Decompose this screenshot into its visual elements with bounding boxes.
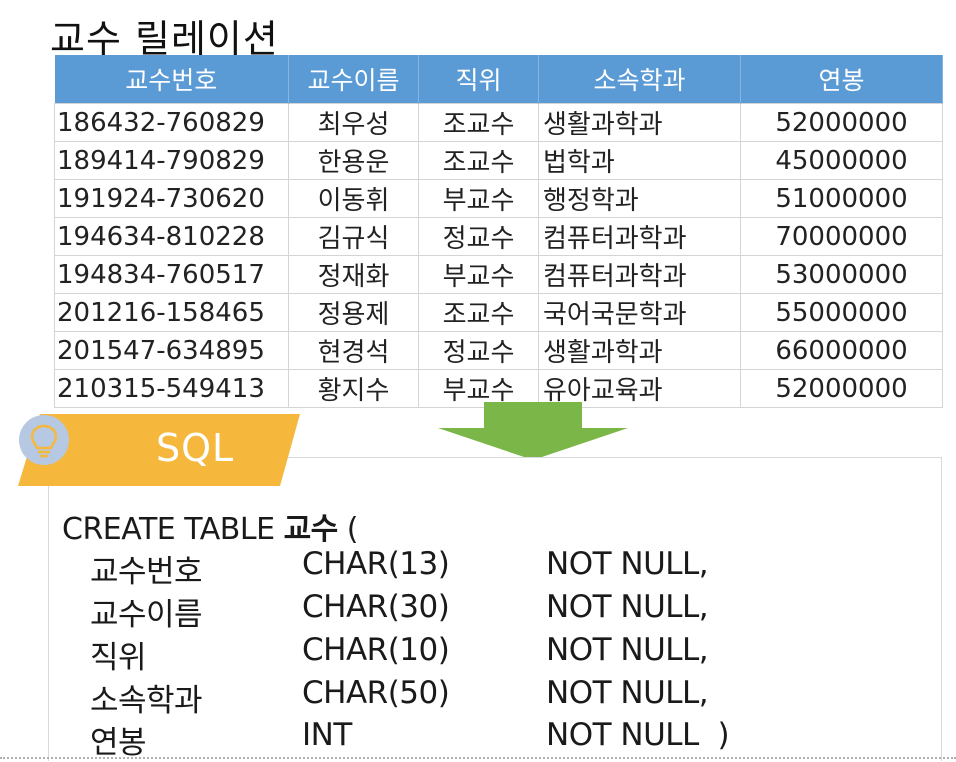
cell-professor-name: 최우성 [288, 103, 419, 142]
cell-professor-id: 201216-158465 [54, 293, 289, 332]
down-arrow-icon [438, 402, 628, 460]
column-header: 소속학과 [538, 55, 741, 104]
column-definition-constraint: NOT NULL ) [546, 717, 730, 753]
cell-salary: 51000000 [740, 179, 943, 218]
column-definition-type: INT [302, 717, 352, 753]
cell-department: 컴퓨터과학과 [538, 255, 741, 294]
cell-salary: 52000000 [740, 369, 943, 408]
table-row: 189414-790829 한용운 조교수 법학과 45000000 [54, 141, 943, 180]
cell-professor-name: 정재화 [288, 255, 419, 294]
column-definition-name: 직위 [90, 640, 147, 676]
cell-salary: 70000000 [740, 217, 943, 256]
column-header: 교수이름 [288, 55, 419, 104]
table-row: 191924-730620 이동휘 부교수 행정학과 51000000 [54, 179, 943, 218]
column-header: 교수번호 [54, 55, 289, 104]
bottom-divider [0, 757, 956, 759]
column-definition-constraint: NOT NULL, [546, 632, 709, 668]
column-definition-constraint: NOT NULL, [546, 675, 709, 711]
cell-salary: 52000000 [740, 103, 943, 142]
column-header: 직위 [418, 55, 539, 104]
table-row: 194634-810228 김규식 정교수 컴퓨터과학과 70000000 [54, 217, 943, 256]
cell-rank: 부교수 [418, 369, 539, 408]
column-definition-constraint: NOT NULL, [546, 589, 709, 625]
table-header-row: 교수번호 교수이름 직위 소속학과 연봉 [54, 55, 943, 104]
column-definition-name: 교수이름 [90, 597, 203, 633]
page-title: 교수 릴레이션 [50, 17, 279, 61]
cell-professor-name: 이동휘 [288, 179, 419, 218]
create-table-keyword: CREATE TABLE [62, 512, 284, 547]
cell-department: 유아교육과 [538, 369, 741, 408]
down-arrow-shape [438, 402, 628, 460]
open-paren: ( [337, 512, 359, 547]
cell-professor-id: 194634-810228 [54, 217, 289, 256]
column-definition-type: CHAR(30) [302, 589, 450, 625]
cell-professor-name: 현경석 [288, 331, 419, 370]
cell-rank: 부교수 [418, 255, 539, 294]
cell-rank: 부교수 [418, 179, 539, 218]
column-definition-type: CHAR(13) [302, 546, 450, 582]
cell-professor-name: 김규식 [288, 217, 419, 256]
sql-banner: SQL [18, 414, 300, 486]
column-definition-constraint: NOT NULL, [546, 546, 709, 582]
column-definition-name: 연봉 [90, 725, 147, 761]
table-name: 교수 [283, 512, 339, 547]
cell-professor-name: 황지수 [288, 369, 419, 408]
table-row: 201216-158465 정용제 조교수 국어국문학과 55000000 [54, 293, 943, 332]
cell-professor-id: 201547-634895 [54, 331, 289, 370]
sql-code-panel [48, 457, 942, 761]
cell-rank: 조교수 [418, 293, 539, 332]
cell-rank: 조교수 [418, 103, 539, 142]
cell-department: 법학과 [538, 141, 741, 180]
cell-department: 국어국문학과 [538, 293, 741, 332]
cell-salary: 55000000 [740, 293, 943, 332]
lightbulb-icon [19, 415, 69, 465]
cell-professor-name: 한용운 [288, 141, 419, 180]
column-definition-name: 소속학과 [90, 683, 203, 719]
cell-department: 생활과학과 [538, 103, 741, 142]
cell-professor-id: 189414-790829 [54, 141, 289, 180]
cell-salary: 66000000 [740, 331, 943, 370]
column-definition-type: CHAR(10) [302, 632, 450, 668]
professor-relation-table: 교수번호 교수이름 직위 소속학과 연봉 186432-760829 최우성 조… [54, 55, 943, 408]
cell-department: 컴퓨터과학과 [538, 217, 741, 256]
table-row: 210315-549413 황지수 부교수 유아교육과 52000000 [54, 369, 943, 408]
sql-banner-shape [18, 414, 300, 486]
cell-salary: 53000000 [740, 255, 943, 294]
cell-professor-id: 191924-730620 [54, 179, 289, 218]
cell-department: 행정학과 [538, 179, 741, 218]
cell-professor-id: 186432-760829 [54, 103, 289, 142]
table-row: 186432-760829 최우성 조교수 생활과학과 52000000 [54, 103, 943, 142]
create-table-statement: CREATE TABLE 교수 ( [62, 504, 359, 548]
table-row: 201547-634895 현경석 정교수 생활과학과 66000000 [54, 331, 943, 370]
cell-professor-id: 194834-760517 [54, 255, 289, 294]
column-definition-type: CHAR(50) [302, 675, 450, 711]
table-row: 194834-760517 정재화 부교수 컴퓨터과학과 53000000 [54, 255, 943, 294]
column-definition-name: 교수번호 [90, 554, 203, 590]
sql-label: SQL [156, 426, 235, 470]
cell-rank: 정교수 [418, 217, 539, 256]
cell-rank: 정교수 [418, 331, 539, 370]
cell-salary: 45000000 [740, 141, 943, 180]
column-header: 연봉 [740, 55, 943, 104]
cell-professor-id: 210315-549413 [54, 369, 289, 408]
cell-department: 생활과학과 [538, 331, 741, 370]
cell-rank: 조교수 [418, 141, 539, 180]
cell-professor-name: 정용제 [288, 293, 419, 332]
